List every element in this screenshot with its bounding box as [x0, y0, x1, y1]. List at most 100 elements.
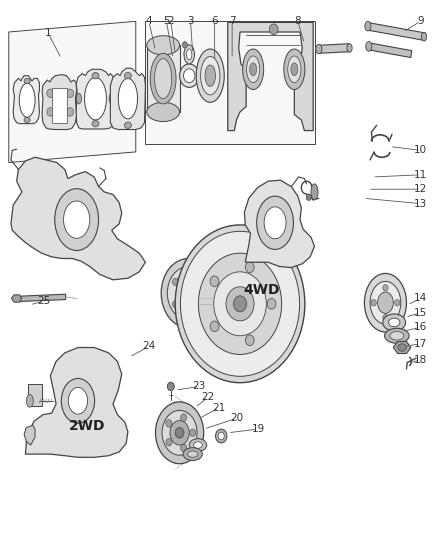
- Ellipse shape: [205, 65, 215, 86]
- Ellipse shape: [180, 231, 300, 376]
- Ellipse shape: [190, 429, 196, 437]
- Ellipse shape: [57, 108, 64, 116]
- Ellipse shape: [173, 301, 179, 308]
- Ellipse shape: [198, 253, 282, 354]
- Ellipse shape: [180, 64, 199, 87]
- Ellipse shape: [24, 117, 30, 123]
- Ellipse shape: [161, 259, 215, 328]
- Ellipse shape: [264, 207, 286, 239]
- Ellipse shape: [306, 194, 311, 200]
- Ellipse shape: [284, 49, 305, 90]
- Ellipse shape: [92, 72, 99, 79]
- Ellipse shape: [67, 89, 74, 98]
- Ellipse shape: [147, 102, 180, 122]
- Ellipse shape: [47, 89, 54, 98]
- Ellipse shape: [395, 300, 400, 306]
- Polygon shape: [228, 22, 313, 131]
- Ellipse shape: [170, 421, 189, 445]
- Ellipse shape: [183, 448, 202, 461]
- Ellipse shape: [398, 344, 406, 351]
- Ellipse shape: [210, 321, 219, 332]
- Ellipse shape: [190, 308, 196, 315]
- Ellipse shape: [155, 402, 204, 464]
- Ellipse shape: [288, 56, 301, 83]
- Ellipse shape: [175, 225, 305, 383]
- Text: 2: 2: [167, 17, 174, 26]
- Ellipse shape: [184, 69, 195, 83]
- Ellipse shape: [150, 53, 176, 104]
- Ellipse shape: [92, 120, 99, 127]
- Text: 21: 21: [212, 403, 226, 413]
- Polygon shape: [42, 75, 77, 130]
- Ellipse shape: [196, 49, 224, 102]
- Ellipse shape: [378, 292, 393, 313]
- Ellipse shape: [166, 439, 172, 446]
- Ellipse shape: [19, 83, 35, 117]
- Ellipse shape: [68, 387, 88, 414]
- Ellipse shape: [175, 427, 184, 438]
- Ellipse shape: [371, 300, 376, 306]
- Ellipse shape: [421, 33, 427, 41]
- Text: 18: 18: [414, 355, 427, 365]
- Text: 12: 12: [414, 184, 427, 194]
- Ellipse shape: [124, 122, 131, 128]
- Text: 8: 8: [294, 17, 301, 26]
- Ellipse shape: [177, 279, 199, 307]
- Ellipse shape: [267, 298, 276, 309]
- Ellipse shape: [247, 56, 260, 83]
- Text: 1: 1: [45, 28, 52, 38]
- Text: 6: 6: [211, 17, 218, 26]
- Text: 19: 19: [252, 424, 265, 434]
- Ellipse shape: [269, 24, 278, 35]
- Text: 20: 20: [230, 414, 243, 423]
- Polygon shape: [393, 342, 411, 353]
- Ellipse shape: [390, 332, 404, 340]
- Polygon shape: [11, 157, 145, 280]
- Ellipse shape: [233, 296, 247, 312]
- Ellipse shape: [189, 439, 207, 451]
- Ellipse shape: [311, 184, 318, 200]
- Polygon shape: [11, 295, 22, 302]
- Bar: [52, 88, 67, 123]
- Polygon shape: [9, 21, 136, 163]
- Ellipse shape: [180, 414, 187, 421]
- Text: 5: 5: [163, 17, 170, 26]
- Ellipse shape: [214, 272, 266, 336]
- Ellipse shape: [24, 78, 30, 84]
- Bar: [28, 384, 42, 406]
- Ellipse shape: [124, 72, 131, 79]
- Text: 9: 9: [417, 17, 424, 26]
- Ellipse shape: [218, 432, 224, 440]
- Ellipse shape: [167, 266, 209, 320]
- Text: 16: 16: [414, 322, 427, 332]
- Ellipse shape: [155, 59, 172, 99]
- Ellipse shape: [194, 442, 202, 448]
- Text: 4WD: 4WD: [243, 284, 279, 297]
- Bar: [147, 45, 180, 112]
- Ellipse shape: [61, 378, 95, 423]
- Ellipse shape: [190, 271, 196, 279]
- Ellipse shape: [85, 77, 106, 120]
- Ellipse shape: [187, 451, 198, 457]
- Text: 22: 22: [201, 392, 215, 402]
- Ellipse shape: [180, 445, 187, 452]
- Ellipse shape: [210, 276, 219, 287]
- Ellipse shape: [187, 49, 192, 60]
- Ellipse shape: [76, 93, 81, 104]
- Polygon shape: [25, 348, 128, 457]
- Polygon shape: [367, 43, 412, 58]
- Text: 14: 14: [414, 294, 427, 303]
- Ellipse shape: [383, 314, 388, 321]
- Text: 24: 24: [142, 342, 155, 351]
- Ellipse shape: [389, 318, 400, 327]
- Ellipse shape: [383, 314, 406, 331]
- Text: 23: 23: [193, 382, 206, 391]
- Ellipse shape: [257, 196, 293, 249]
- Polygon shape: [366, 22, 426, 41]
- Ellipse shape: [173, 278, 179, 286]
- Ellipse shape: [347, 44, 352, 52]
- Ellipse shape: [47, 108, 54, 116]
- Ellipse shape: [26, 394, 33, 407]
- Text: 2WD: 2WD: [69, 419, 106, 433]
- Ellipse shape: [201, 56, 220, 95]
